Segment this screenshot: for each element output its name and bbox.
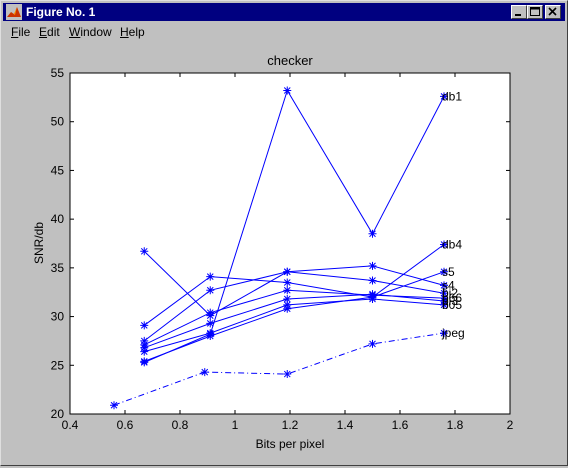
title-bar[interactable]: Figure No. 1 [3,3,565,21]
data-point-marker [283,278,292,287]
x-tick-label: 1.6 [392,418,409,432]
x-tick-label: 0.8 [172,418,189,432]
data-point-marker [283,295,292,304]
data-point-marker [206,329,215,338]
series-label-s5: s5 [442,265,455,279]
menu-edit-accel: E [39,25,48,39]
data-point-marker [283,86,292,95]
x-tick-label: 0.4 [62,418,79,432]
y-tick-label: 30 [51,310,65,324]
y-tick-label: 35 [51,261,65,275]
data-point-marker [140,347,149,356]
y-tick-label: 20 [51,407,65,421]
data-point-marker [140,321,149,330]
data-point-marker [206,272,215,281]
data-point-marker [206,319,215,328]
menu-bar: File Edit Window Help [3,22,565,41]
data-point-marker [283,267,292,276]
data-point-marker [440,300,448,309]
series-label-db1: db1 [442,89,462,103]
series-label-db4: db4 [442,237,462,251]
menu-help-label: elp [128,25,145,39]
x-tick-label: 2 [507,418,514,432]
menu-edit[interactable]: Edit [39,25,60,39]
data-point-marker [368,276,377,285]
x-tick-label: 1.8 [447,418,464,432]
y-tick-label: 40 [51,212,65,226]
menu-help[interactable]: Help [120,25,145,39]
data-point-marker [368,290,377,299]
x-axis-label: Bits per pixel [256,437,325,451]
y-tick-label: 55 [51,66,65,80]
chart-title: checker [267,53,313,68]
menu-file[interactable]: File [11,25,30,39]
menu-file-accel: F [11,25,19,39]
y-tick-label: 25 [51,358,65,372]
data-point-marker [283,370,292,379]
menu-window[interactable]: Window [69,25,112,39]
series-label-jpeg: jpeg [441,326,465,340]
data-point-marker [440,92,448,101]
data-point-marker [283,300,292,309]
matlab-logo-icon[interactable] [6,4,22,20]
maximize-button[interactable] [527,5,543,19]
data-point-marker [206,308,215,317]
series-label-bi2: bi2 [442,286,458,300]
figure-canvas: checker Bits per pixel SNR/db 0.4 0.6 0.8 1… [3,41,565,463]
data-point-marker [440,289,448,298]
menu-help-accel: H [120,25,129,39]
close-icon [548,7,557,16]
series-label-b66: b66 [442,291,462,305]
data-point-marker [368,261,377,270]
data-point-marker [440,329,448,338]
x-tick-label: 1.4 [337,418,354,432]
data-point-marker [440,267,448,276]
y-tick-label: 45 [51,163,65,177]
data-point-marker [283,286,292,295]
x-tick-label: 0.6 [117,418,134,432]
menu-window-label: indow [80,25,112,39]
data-point-marker [140,247,149,256]
series-label-bi3: bi3 [442,294,458,308]
menu-file-label: ile [18,25,31,39]
menu-window-accel: W [69,25,81,39]
y-axis-label: SNR/db [32,222,46,264]
data-point-marker [200,368,209,377]
data-point-marker [206,286,215,295]
plot-svg: checker Bits per pixel SNR/db 0.4 0.6 0.8 1… [32,53,514,451]
x-tick-label: 1.2 [282,418,299,432]
data-point-marker [368,295,377,304]
data-point-marker [110,401,118,410]
data-point-marker [440,281,448,290]
y-tick-label: 50 [51,115,65,129]
maximize-icon [530,7,540,16]
menu-edit-label: dit [47,25,60,39]
axes-area [69,72,511,415]
data-point-marker [140,357,149,366]
minimize-button[interactable] [511,5,527,19]
close-button[interactable] [545,5,561,19]
data-point-marker [368,339,377,348]
minimize-icon [515,14,521,16]
data-point-marker [368,229,377,238]
series-label-b05: b05 [442,298,462,312]
x-tick-label: 1 [232,418,239,432]
data-point-marker [440,240,448,249]
series-label-s4: s4 [442,278,455,292]
window-title: Figure No. 1 [26,5,96,19]
